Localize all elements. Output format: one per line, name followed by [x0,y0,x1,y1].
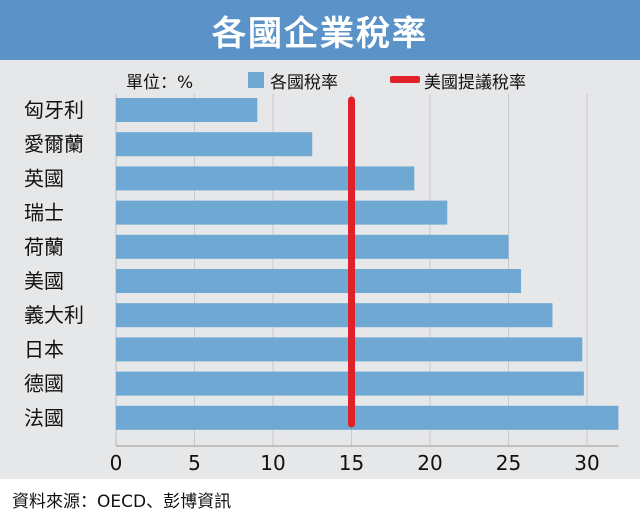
x-tick-label: 30 [574,451,599,475]
bar [116,303,553,328]
category-label: 匈牙利 [24,98,84,122]
legend-swatch-reference [390,76,420,83]
legend: 單位：% 各國稅率 美國提議稅率 [126,72,526,93]
x-tick-label: 10 [260,451,285,475]
bar [116,132,313,157]
chart-title: 各國企業稅率 [212,13,428,54]
bar [116,405,619,430]
category-label: 英國 [24,166,64,190]
bar [116,166,415,191]
x-tick-label: 0 [110,451,123,475]
source-note: 資料來源：OECD、彭博資訊 [12,492,232,512]
category-label: 德國 [24,372,64,396]
x-tick-label: 25 [496,451,521,475]
legend-swatch-bar [248,72,264,88]
category-label: 美國 [24,269,64,293]
category-label: 法國 [24,406,64,430]
category-label: 愛爾蘭 [24,132,84,156]
category-label: 瑞士 [24,201,64,225]
category-label: 荷蘭 [24,235,64,259]
legend-label-reference: 美國提議稅率 [424,73,526,93]
x-tick-label: 15 [339,451,364,475]
x-tick-labels: 0 5 10 15 20 25 30 [110,451,600,475]
category-label: 日本 [24,337,64,361]
title-banner: 各國企業稅率 [0,0,640,60]
bars [116,98,619,430]
bar [116,269,522,293]
source-footer: 資料來源：OECD、彭博資訊 [0,479,640,513]
category-label: 義大利 [24,303,84,327]
x-tick-label: 20 [417,451,442,475]
legend-label-series: 各國稅率 [270,73,338,93]
bar [116,98,258,122]
bar [116,200,448,225]
unit-label: 單位：% [126,73,193,93]
x-tick-label: 5 [188,451,201,475]
bar [116,234,509,259]
